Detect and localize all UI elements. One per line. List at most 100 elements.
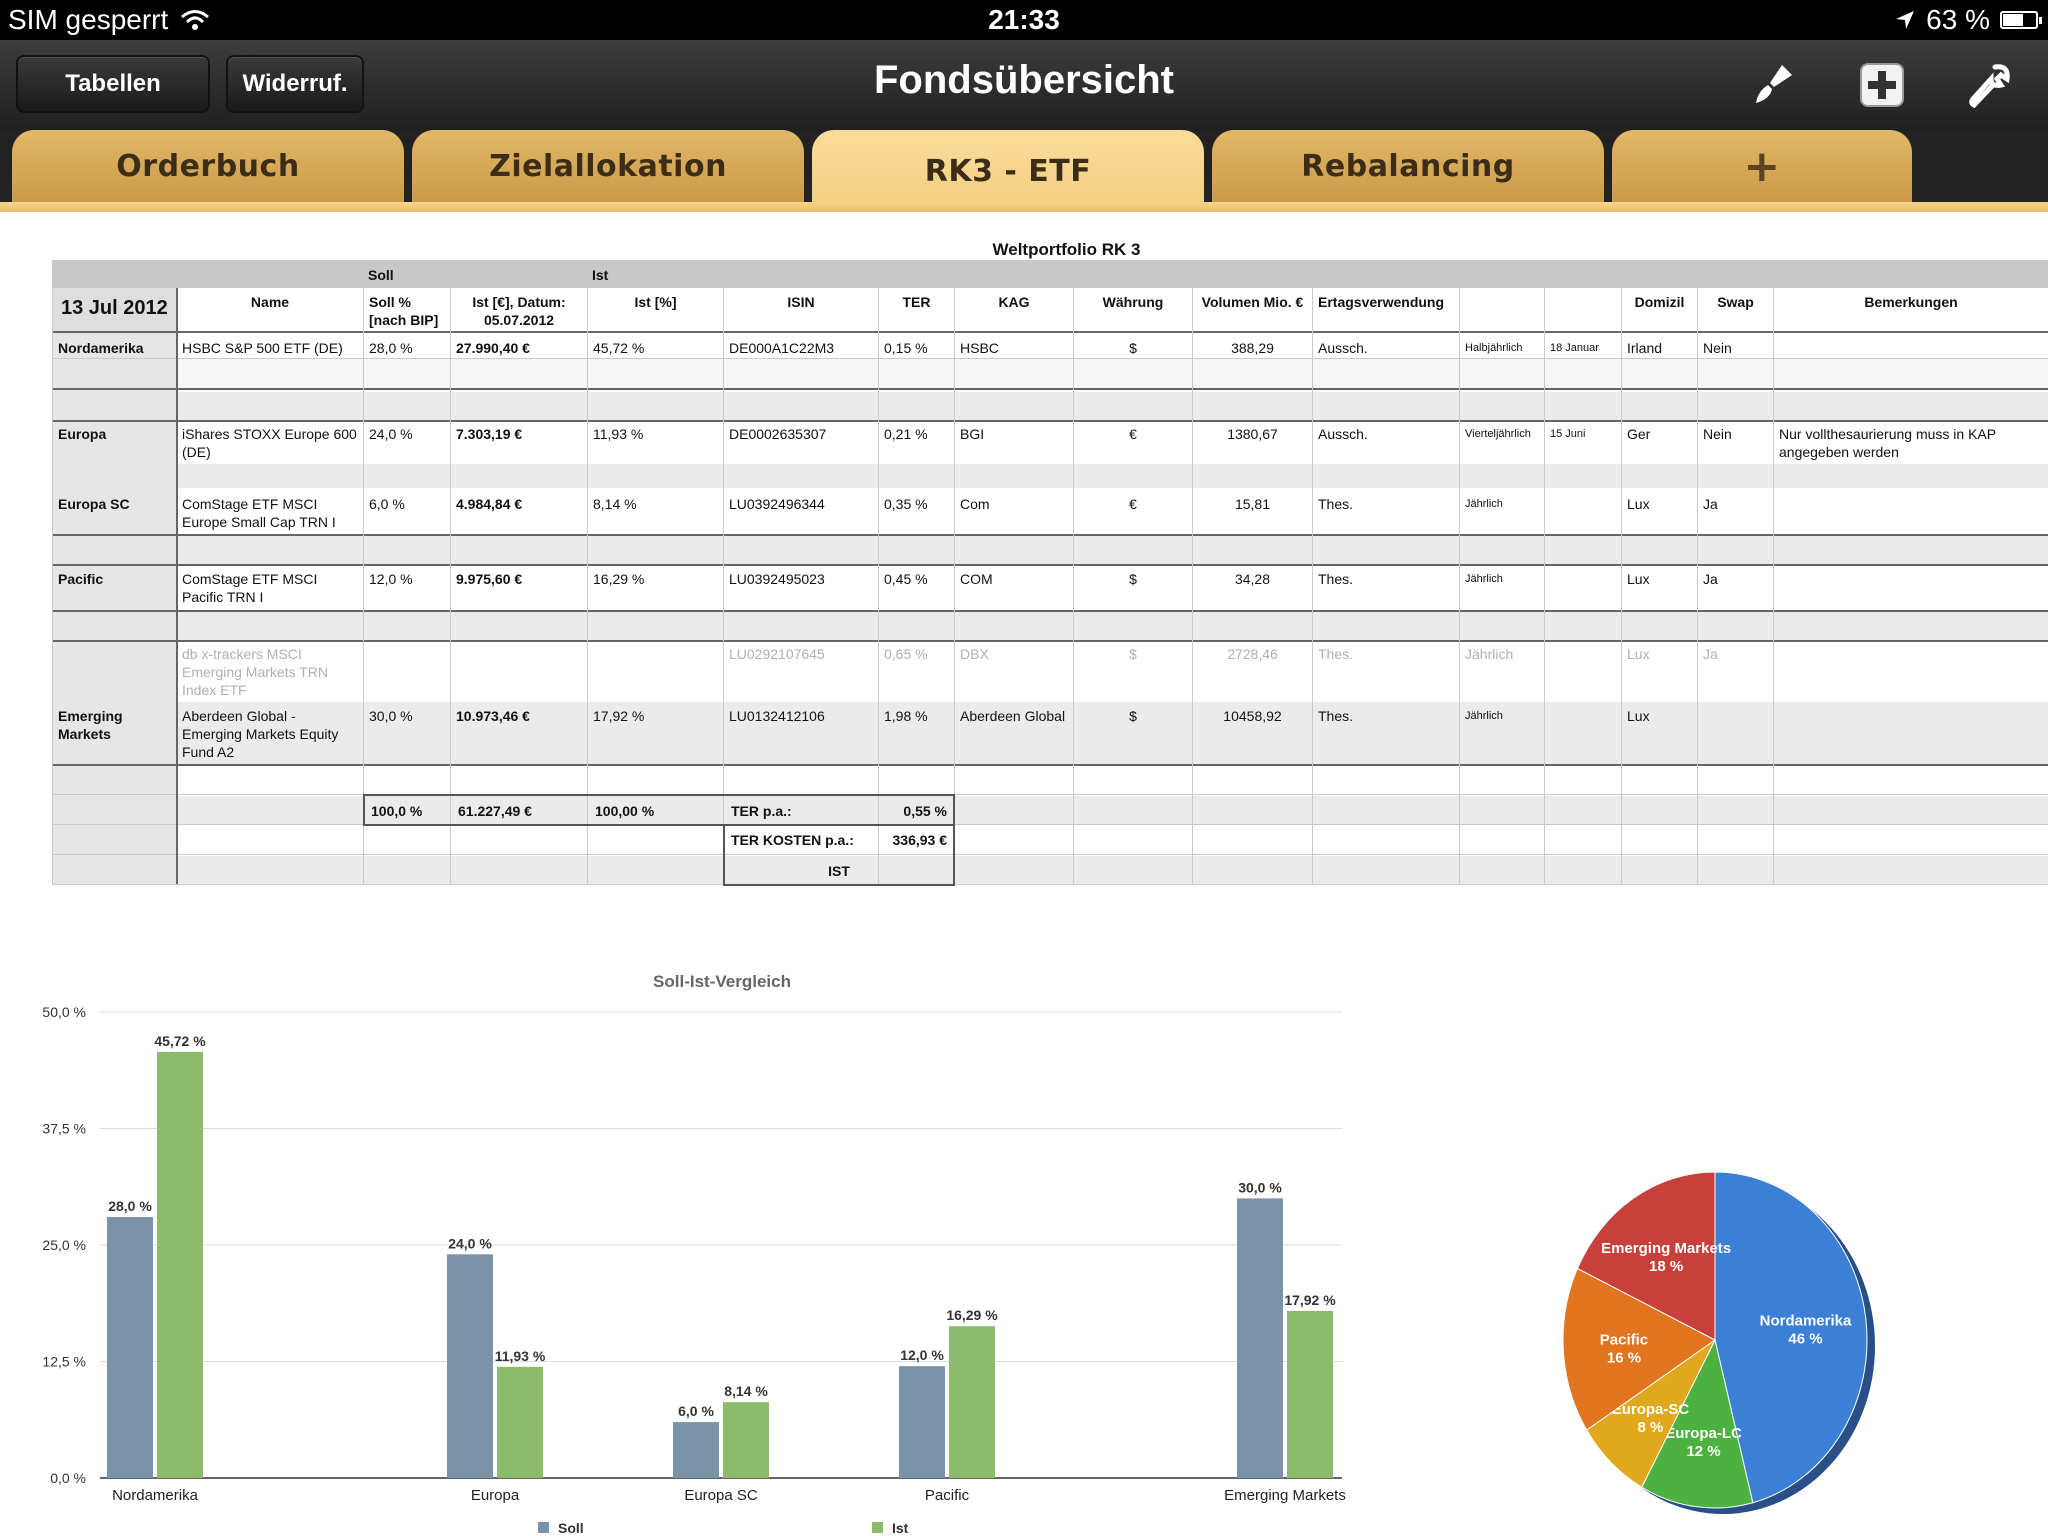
cell-name[interactable]: iShares STOXX Europe 600 (DE) <box>182 426 357 460</box>
cell-ist-eur[interactable]: 10.973,46 € <box>456 708 530 724</box>
cell-swap[interactable]: Ja <box>1703 646 1718 662</box>
cell-month[interactable]: 18 Januar <box>1550 342 1599 354</box>
cell-volume[interactable]: 1380,67 <box>1227 426 1278 442</box>
cell-name[interactable]: HSBC S&P 500 ETF (DE) <box>182 340 343 356</box>
tab-rebalancing[interactable]: Rebalancing <box>1212 130 1604 202</box>
cell-ist-pct[interactable]: 17,92 % <box>593 708 645 724</box>
status-bar: SIM gesperrt 21:33 63 % <box>0 0 2048 40</box>
cell-volume[interactable]: 388,29 <box>1231 340 1274 356</box>
cell-ist-eur[interactable]: 7.303,19 € <box>456 426 523 442</box>
col-divider <box>363 288 364 884</box>
cell-domicile[interactable]: Lux <box>1627 571 1650 587</box>
cell-currency[interactable]: $ <box>1129 646 1137 662</box>
legend-label: Ist <box>892 1520 909 1536</box>
cell-yield-use[interactable]: Thes. <box>1318 571 1354 587</box>
col-divider <box>176 288 178 884</box>
cell-isin[interactable]: LU0392495023 <box>729 571 825 587</box>
cell-ter[interactable]: 0,21 % <box>884 426 928 442</box>
paintbrush-icon[interactable] <box>1745 58 1799 112</box>
cell-yield-use[interactable]: Aussch. <box>1318 340 1368 356</box>
cell-kag[interactable]: HSBC <box>960 340 999 356</box>
cell-frequency[interactable]: Halbjährlich <box>1465 342 1523 354</box>
row-divider <box>52 610 2048 612</box>
pie-slice-value: 18 % <box>1649 1258 1683 1275</box>
cell-volume[interactable]: 15,81 <box>1234 496 1271 512</box>
cell-volume[interactable]: 10458,92 <box>1223 708 1282 724</box>
cell-volume[interactable]: 34,28 <box>1234 571 1271 587</box>
cell-ter[interactable]: 0,65 % <box>884 646 928 662</box>
cell-kag[interactable]: Com <box>960 496 990 512</box>
cell-domicile[interactable]: Irland <box>1627 340 1663 356</box>
cell-frequency[interactable]: Jährlich <box>1465 573 1503 585</box>
cell-ter[interactable]: 1,98 % <box>884 708 928 724</box>
cell-yield-use[interactable]: Aussch. <box>1318 426 1368 442</box>
cell-ist-pct[interactable]: 16,29 % <box>593 571 645 587</box>
tab-orderbuch[interactable]: Orderbuch <box>12 130 404 202</box>
cell-ist-pct[interactable]: 11,93 % <box>593 426 644 442</box>
cell-yield-use[interactable]: Thes. <box>1318 646 1354 662</box>
cell-soll[interactable]: 28,0 % <box>369 340 413 356</box>
tab-zielallokation[interactable]: Zielallokation <box>412 130 804 202</box>
cell-swap[interactable]: Nein <box>1703 426 1732 442</box>
cell-kag[interactable]: Aberdeen Global <box>960 708 1066 724</box>
add-icon[interactable] <box>1855 58 1909 112</box>
cell-soll[interactable]: 6,0 % <box>369 496 405 512</box>
cell-name[interactable]: db x-trackers MSCI Emerging Markets TRN … <box>182 646 329 698</box>
cell-swap[interactable]: Ja <box>1703 496 1718 512</box>
wrench-icon[interactable] <box>1962 58 2016 112</box>
cell-frequency[interactable]: Jährlich <box>1465 646 1514 662</box>
pie-slice-name: Pacific <box>1600 1331 1648 1348</box>
cell-currency[interactable]: $ <box>1129 708 1137 724</box>
cell-currency[interactable]: $ <box>1129 340 1137 356</box>
cell-soll[interactable]: 30,0 % <box>369 708 413 724</box>
tab-add[interactable]: + <box>1612 130 1912 202</box>
undo-button[interactable]: Widerruf. <box>226 55 364 113</box>
cell-name[interactable]: ComStage ETF MSCI Pacific TRN I <box>182 571 318 605</box>
tables-button[interactable]: Tabellen <box>16 55 210 113</box>
cell-kag[interactable]: DBX <box>960 646 989 662</box>
cell-soll[interactable]: 12,0 % <box>369 571 413 587</box>
cell-isin[interactable]: DE0002635307 <box>729 426 827 442</box>
cell-swap[interactable]: Nein <box>1703 340 1732 356</box>
cell-kag[interactable]: COM <box>960 571 993 587</box>
cell-month[interactable]: 15 Juni <box>1550 428 1586 440</box>
cell-isin[interactable]: LU0132412106 <box>729 708 825 724</box>
cell-ter[interactable]: 0,15 % <box>884 340 928 356</box>
cell-frequency[interactable]: Jährlich <box>1465 498 1503 510</box>
cell-ter[interactable]: 0,35 % <box>884 496 928 512</box>
cell-domicile[interactable]: Lux <box>1627 708 1650 724</box>
cell-yield-use[interactable]: Thes. <box>1318 708 1354 724</box>
cell-isin[interactable]: DE000A1C22M3 <box>729 340 835 356</box>
pie-slice-value: 46 % <box>1788 1330 1822 1347</box>
wifi-icon <box>181 10 210 30</box>
cell-currency[interactable]: $ <box>1129 571 1137 587</box>
cell-ter[interactable]: 0,45 % <box>884 571 928 587</box>
cell-domicile[interactable]: Ger <box>1627 426 1651 442</box>
cell-ist-eur[interactable]: 9.975,60 € <box>456 571 523 587</box>
tab-rk3-etf[interactable]: RK3 - ETF <box>812 130 1204 212</box>
cell-ist-eur[interactable]: 27.990,40 € <box>456 340 530 356</box>
cell-remarks[interactable]: Nur vollthesaurierung muss in KAP angege… <box>1779 426 1996 460</box>
cost-label: TER KOSTEN p.a.: <box>731 832 854 848</box>
cell-kag[interactable]: BGI <box>960 426 985 442</box>
bar-value-label: 16,29 % <box>946 1307 998 1323</box>
cell-isin[interactable]: LU0292107645 <box>729 646 825 662</box>
pie-slice-name: Europa-LC <box>1665 1425 1742 1442</box>
cell-name[interactable]: Aberdeen Global - Emerging Markets Equit… <box>182 708 339 760</box>
cell-ist-pct[interactable]: 8,14 % <box>593 496 637 512</box>
cell-name[interactable]: ComStage ETF MSCI Europe Small Cap TRN I <box>182 496 336 530</box>
cell-domicile[interactable]: Lux <box>1627 646 1650 662</box>
cell-yield-use[interactable]: Thes. <box>1318 496 1354 512</box>
cell-domicile[interactable]: Lux <box>1627 496 1650 512</box>
cell-ist-eur[interactable]: 4.984,84 € <box>456 496 523 512</box>
cell-frequency[interactable]: Vierteljährlich <box>1465 428 1531 440</box>
pie-slice <box>1641 1338 1754 1509</box>
cell-currency[interactable]: € <box>1129 426 1137 442</box>
cell-volume[interactable]: 2728,46 <box>1227 646 1278 662</box>
cell-frequency[interactable]: Jährlich <box>1465 710 1503 722</box>
cell-isin[interactable]: LU0392496344 <box>729 496 825 512</box>
cell-currency[interactable]: € <box>1129 496 1137 512</box>
cell-ist-pct[interactable]: 45,72 % <box>593 340 645 356</box>
cell-swap[interactable]: Ja <box>1703 571 1718 587</box>
cell-soll[interactable]: 24,0 % <box>369 426 413 442</box>
